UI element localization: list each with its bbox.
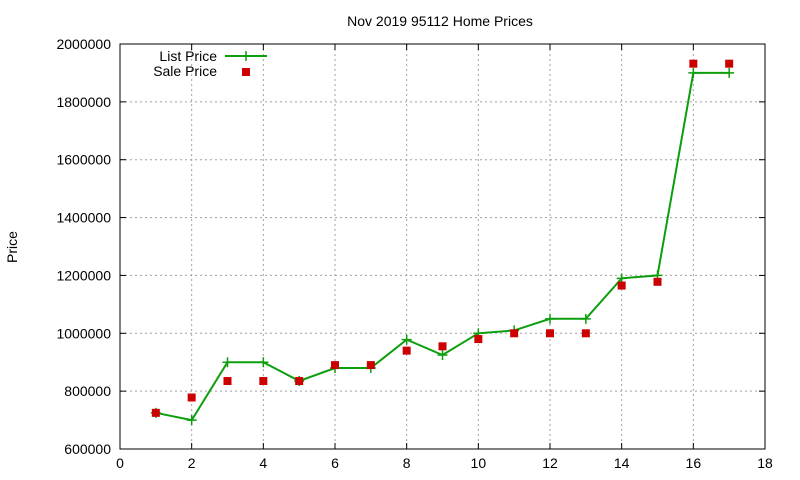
chart-title: Nov 2019 95112 Home Prices bbox=[347, 13, 533, 29]
list-price-point bbox=[437, 349, 448, 360]
list-price-point bbox=[580, 313, 591, 324]
x-tick-label: 10 bbox=[471, 455, 487, 471]
x-tick-label: 14 bbox=[614, 455, 630, 471]
x-tick-label: 18 bbox=[757, 455, 773, 471]
plot-border bbox=[119, 43, 766, 450]
sale-price-point bbox=[438, 342, 447, 351]
x-tick-label: 6 bbox=[331, 455, 339, 471]
x-tick-label: 8 bbox=[403, 455, 411, 471]
list-price-point bbox=[222, 357, 233, 368]
tick-marks bbox=[119, 43, 766, 450]
sale-price-point bbox=[510, 329, 519, 338]
sale-price-point bbox=[402, 346, 411, 355]
legend: List Price Sale Price bbox=[153, 48, 267, 79]
series-sale-price bbox=[151, 59, 734, 417]
sale-price-point bbox=[187, 393, 196, 402]
y-tick-labels: 600000 800000 1000000 1200000 1400000 1600000… bbox=[56, 36, 111, 457]
sale-price-point bbox=[725, 59, 734, 68]
sale-price-point bbox=[653, 277, 662, 286]
sale-price-point bbox=[366, 361, 375, 370]
sale-price-point bbox=[331, 361, 339, 370]
y-tick-label: 600000 bbox=[64, 441, 111, 457]
sale-price-point bbox=[151, 408, 160, 417]
list-price-point bbox=[688, 67, 699, 78]
x-tick-labels: 0 2 4 6 8 10 12 14 16 18 bbox=[116, 455, 773, 471]
sale-price-point bbox=[295, 377, 304, 386]
legend-marker-sale-price bbox=[242, 68, 250, 76]
x-tick-label: 0 bbox=[116, 455, 124, 471]
list-price-line bbox=[155, 71, 730, 422]
sale-price-point bbox=[581, 329, 590, 338]
x-tick-label: 4 bbox=[259, 455, 267, 471]
y-tick-label: 1600000 bbox=[56, 152, 111, 168]
y-tick-label: 1800000 bbox=[56, 94, 111, 110]
y-tick-label: 1400000 bbox=[56, 210, 111, 226]
list-price-point bbox=[545, 313, 555, 324]
legend-marker-list-price bbox=[241, 51, 251, 61]
legend-swatch-sale-price bbox=[242, 68, 250, 76]
y-tick-label: 800000 bbox=[64, 383, 111, 399]
y-axis-label: Price bbox=[4, 231, 20, 263]
sale-price-point bbox=[689, 59, 698, 68]
sale-price-point bbox=[546, 329, 554, 338]
list-price-point bbox=[401, 334, 412, 345]
y-tick-label: 2000000 bbox=[56, 36, 111, 52]
x-tick-label: 12 bbox=[542, 455, 558, 471]
list-price-point bbox=[258, 357, 269, 368]
sale-price-point bbox=[617, 281, 626, 290]
sale-price-point bbox=[474, 335, 483, 344]
sale-price-point bbox=[223, 377, 232, 386]
legend-label-list-price: List Price bbox=[159, 48, 217, 64]
legend-label-sale-price: Sale Price bbox=[153, 63, 217, 79]
legend-swatch-list-price bbox=[225, 51, 267, 61]
x-tick-label: 16 bbox=[686, 455, 702, 471]
list-price-point bbox=[186, 415, 197, 426]
y-tick-label: 1200000 bbox=[56, 267, 111, 283]
x-tick-label: 2 bbox=[188, 455, 196, 471]
y-tick-label: 1000000 bbox=[56, 325, 111, 341]
series-list-price bbox=[150, 67, 735, 426]
sale-price-point bbox=[259, 377, 268, 386]
grid-lines bbox=[120, 44, 765, 449]
list-price-point bbox=[724, 67, 735, 78]
